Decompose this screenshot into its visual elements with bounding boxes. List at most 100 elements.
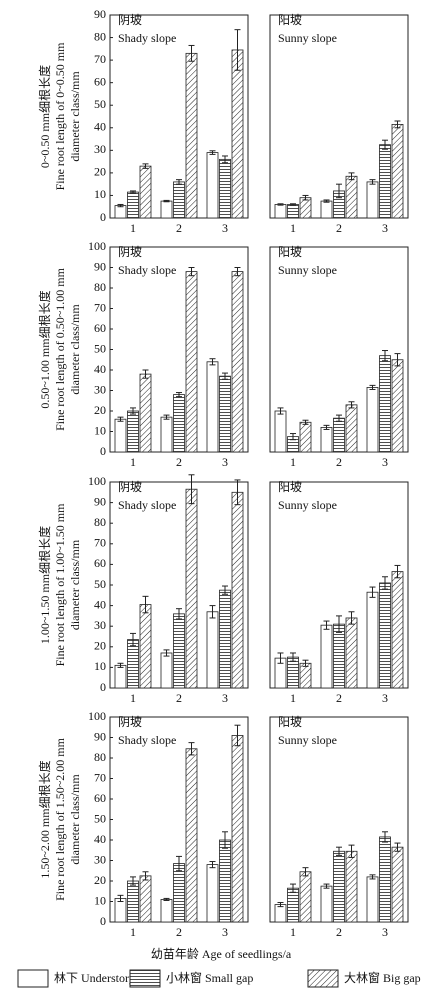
bar	[127, 639, 139, 689]
bar	[320, 885, 333, 923]
y-tick-label: 90	[94, 7, 106, 21]
bar	[219, 839, 231, 923]
error-bar	[290, 883, 296, 893]
error-bar	[369, 179, 376, 185]
y-tick-label: 80	[94, 750, 106, 764]
y-tick-label: 40	[94, 120, 106, 134]
panel-annotation: 阳坡	[278, 245, 302, 259]
error-bar	[142, 595, 149, 614]
bar	[160, 416, 173, 453]
x-tick-label: 1	[290, 691, 296, 705]
error-bar	[277, 652, 284, 664]
y-tick-label: 60	[94, 556, 106, 570]
error-bar	[142, 369, 149, 379]
error-bar	[290, 203, 296, 206]
bar	[391, 846, 404, 923]
error-bar	[277, 902, 284, 908]
legend-swatch	[129, 969, 161, 988]
x-tick-label: 2	[336, 925, 342, 939]
error-bar	[302, 194, 309, 201]
legend-swatch	[307, 969, 339, 988]
bar	[127, 410, 139, 453]
bar	[391, 359, 404, 453]
x-tick-label: 2	[176, 925, 182, 939]
y-tick-label: 30	[94, 618, 106, 632]
error-bar	[222, 155, 228, 164]
bar	[391, 571, 404, 689]
error-bar	[234, 724, 241, 747]
error-bar	[348, 611, 355, 625]
panel-annotation: Shady slope	[118, 31, 176, 45]
bar	[206, 611, 219, 689]
x-tick-label: 3	[382, 691, 388, 705]
error-bar	[222, 372, 228, 380]
y-tick-label: 80	[94, 29, 106, 43]
error-bar	[302, 659, 309, 667]
error-bar	[323, 883, 330, 889]
y-tick-label: 30	[94, 142, 106, 156]
bar	[299, 197, 312, 219]
error-bar	[117, 416, 124, 422]
panel-annotation: Shady slope	[118, 733, 176, 747]
panel-annotation: Sunny slope	[278, 31, 337, 45]
x-axis-label: 幼苗年龄 Age of seedlings/a	[151, 947, 292, 961]
y-tick-label: 20	[94, 873, 106, 887]
bar	[345, 404, 358, 453]
error-bar	[302, 419, 309, 425]
bar	[173, 613, 185, 689]
y-axis-label: diameter class/mm	[68, 304, 82, 395]
error-bar	[290, 433, 296, 441]
bar	[299, 421, 312, 453]
error-bar	[382, 831, 388, 843]
x-tick-label: 2	[336, 455, 342, 469]
panel-annotation: 阴坡	[118, 13, 142, 27]
bar	[366, 591, 379, 689]
bar	[299, 662, 312, 689]
error-bar	[336, 615, 342, 633]
x-tick-label: 1	[290, 925, 296, 939]
error-bar	[117, 662, 124, 668]
error-bar	[277, 203, 284, 206]
error-bar	[130, 190, 136, 194]
y-tick-label: 30	[94, 852, 106, 866]
error-bar	[176, 392, 182, 398]
bar	[219, 589, 231, 689]
y-tick-label: 20	[94, 165, 106, 179]
y-axis-label: Fine root length of 0.50~1.00 mm	[53, 267, 67, 430]
error-bar	[382, 350, 388, 362]
y-tick-label: 10	[94, 187, 106, 201]
error-bar	[163, 414, 170, 420]
y-axis-label: diameter class/mm	[68, 539, 82, 630]
bar	[185, 52, 198, 219]
error-bar	[382, 139, 388, 150]
y-axis-label: Fine root length of 1.00~1.50 mm	[53, 503, 67, 666]
y-tick-label: 60	[94, 74, 106, 88]
bar	[274, 904, 287, 923]
x-tick-label: 3	[222, 925, 228, 939]
bar	[219, 375, 231, 453]
error-bar	[176, 179, 182, 185]
y-tick-label: 0	[100, 444, 106, 458]
bar	[379, 836, 391, 923]
x-tick-label: 3	[222, 221, 228, 235]
y-tick-label: 70	[94, 770, 106, 784]
bar	[173, 394, 185, 453]
bar	[366, 181, 379, 219]
y-tick-label: 30	[94, 382, 106, 396]
y-axis-label: diameter class/mm	[68, 774, 82, 865]
y-tick-label: 50	[94, 577, 106, 591]
error-bar	[234, 267, 241, 277]
y-tick-label: 50	[94, 341, 106, 355]
x-tick-label: 1	[130, 925, 136, 939]
error-bar	[130, 876, 136, 886]
bar	[333, 623, 345, 689]
bar	[231, 491, 244, 689]
panel-annotation: 阳坡	[278, 13, 302, 27]
y-axis-label: diameter class/mm	[68, 71, 82, 162]
panel-annotation: Shady slope	[118, 263, 176, 277]
y-tick-label: 0	[100, 680, 106, 694]
error-bar	[369, 384, 376, 390]
y-axis-label: 1.50~2.00 mm细根长度	[37, 760, 52, 878]
error-bar	[323, 620, 330, 630]
y-tick-label: 80	[94, 280, 106, 294]
